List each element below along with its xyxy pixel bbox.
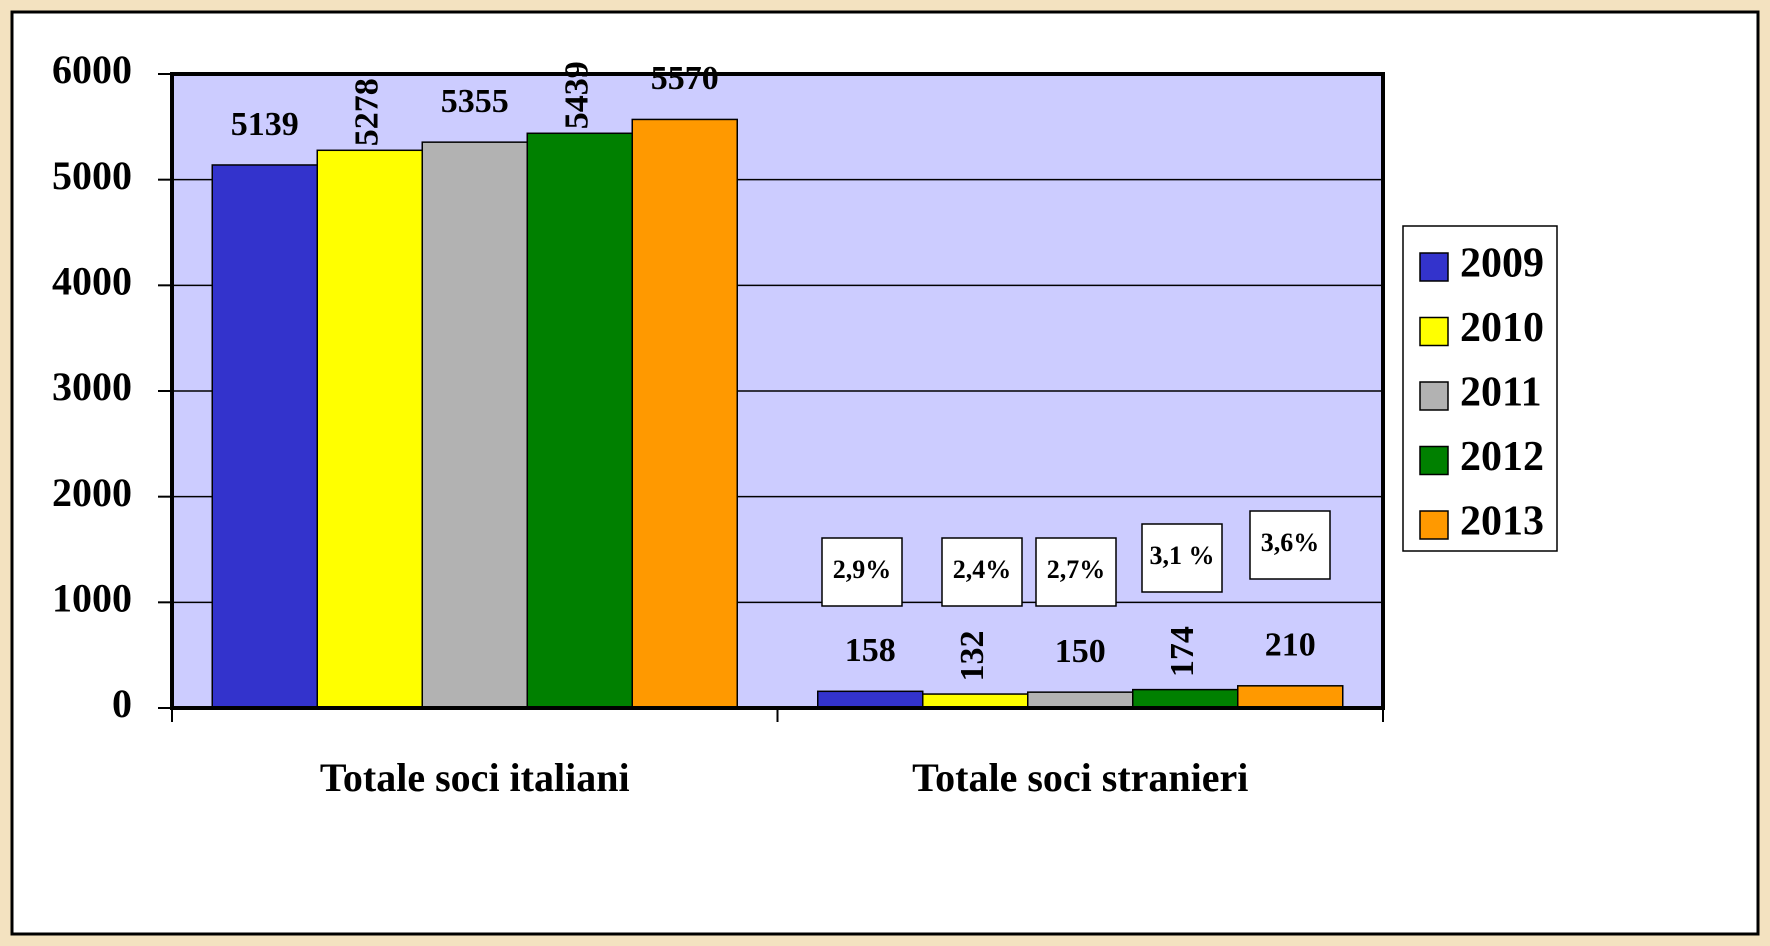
bar — [526, 132, 633, 709]
y-tick-label: 6000 — [52, 47, 132, 92]
data-label: 132 — [954, 631, 991, 682]
data-label: 5355 — [441, 83, 509, 120]
y-tick-label: 2000 — [52, 470, 132, 515]
annotation-box — [941, 537, 1023, 607]
annotation-box — [1035, 537, 1117, 607]
bar — [922, 693, 1029, 709]
bar — [1132, 688, 1239, 709]
data-label: 174 — [1164, 626, 1201, 677]
annotation: 2,7% — [1047, 555, 1106, 584]
data-label: 5439 — [559, 61, 596, 129]
y-tick-label: 1000 — [52, 576, 132, 621]
legend-label: 2012 — [1460, 434, 1544, 480]
y-tick-label: 4000 — [52, 259, 132, 304]
legend-label: 2011 — [1460, 370, 1542, 416]
annotation: 3,1 % — [1150, 541, 1215, 570]
bar — [421, 141, 528, 709]
bar — [1027, 691, 1134, 709]
annotation-box — [1141, 523, 1223, 593]
data-label: 210 — [1265, 627, 1316, 664]
data-label: 5278 — [349, 78, 386, 146]
bar — [316, 149, 423, 709]
x-tick-label: Totale soci italiani — [320, 755, 630, 800]
data-label: 5570 — [651, 60, 719, 97]
legend-swatch — [1419, 510, 1449, 540]
legend-swatch — [1419, 445, 1449, 476]
legend-swatch — [1419, 316, 1449, 347]
bar — [1237, 685, 1344, 709]
data-label: 150 — [1055, 633, 1106, 670]
legend-label: 2009 — [1460, 241, 1544, 287]
annotation-box — [1249, 510, 1331, 580]
annotation: 2,4% — [953, 555, 1012, 584]
y-tick-label: 0 — [112, 681, 132, 726]
legend-swatch — [1419, 252, 1449, 282]
bar — [211, 164, 318, 709]
legend-label: 2010 — [1460, 305, 1544, 351]
x-tick-label: Totale soci stranieri — [912, 755, 1248, 800]
legend-swatch — [1419, 381, 1449, 411]
data-label: 158 — [845, 632, 896, 669]
annotation: 3,6% — [1261, 528, 1320, 557]
plot-border — [170, 72, 1385, 710]
legend-label: 2013 — [1460, 499, 1544, 545]
data-label: 5139 — [231, 106, 299, 143]
bar — [817, 690, 924, 709]
annotation-box — [821, 537, 903, 607]
annotation: 2,9% — [833, 555, 892, 584]
y-tick-label: 3000 — [52, 364, 132, 409]
y-tick-label: 5000 — [52, 153, 132, 198]
bar — [631, 118, 738, 709]
